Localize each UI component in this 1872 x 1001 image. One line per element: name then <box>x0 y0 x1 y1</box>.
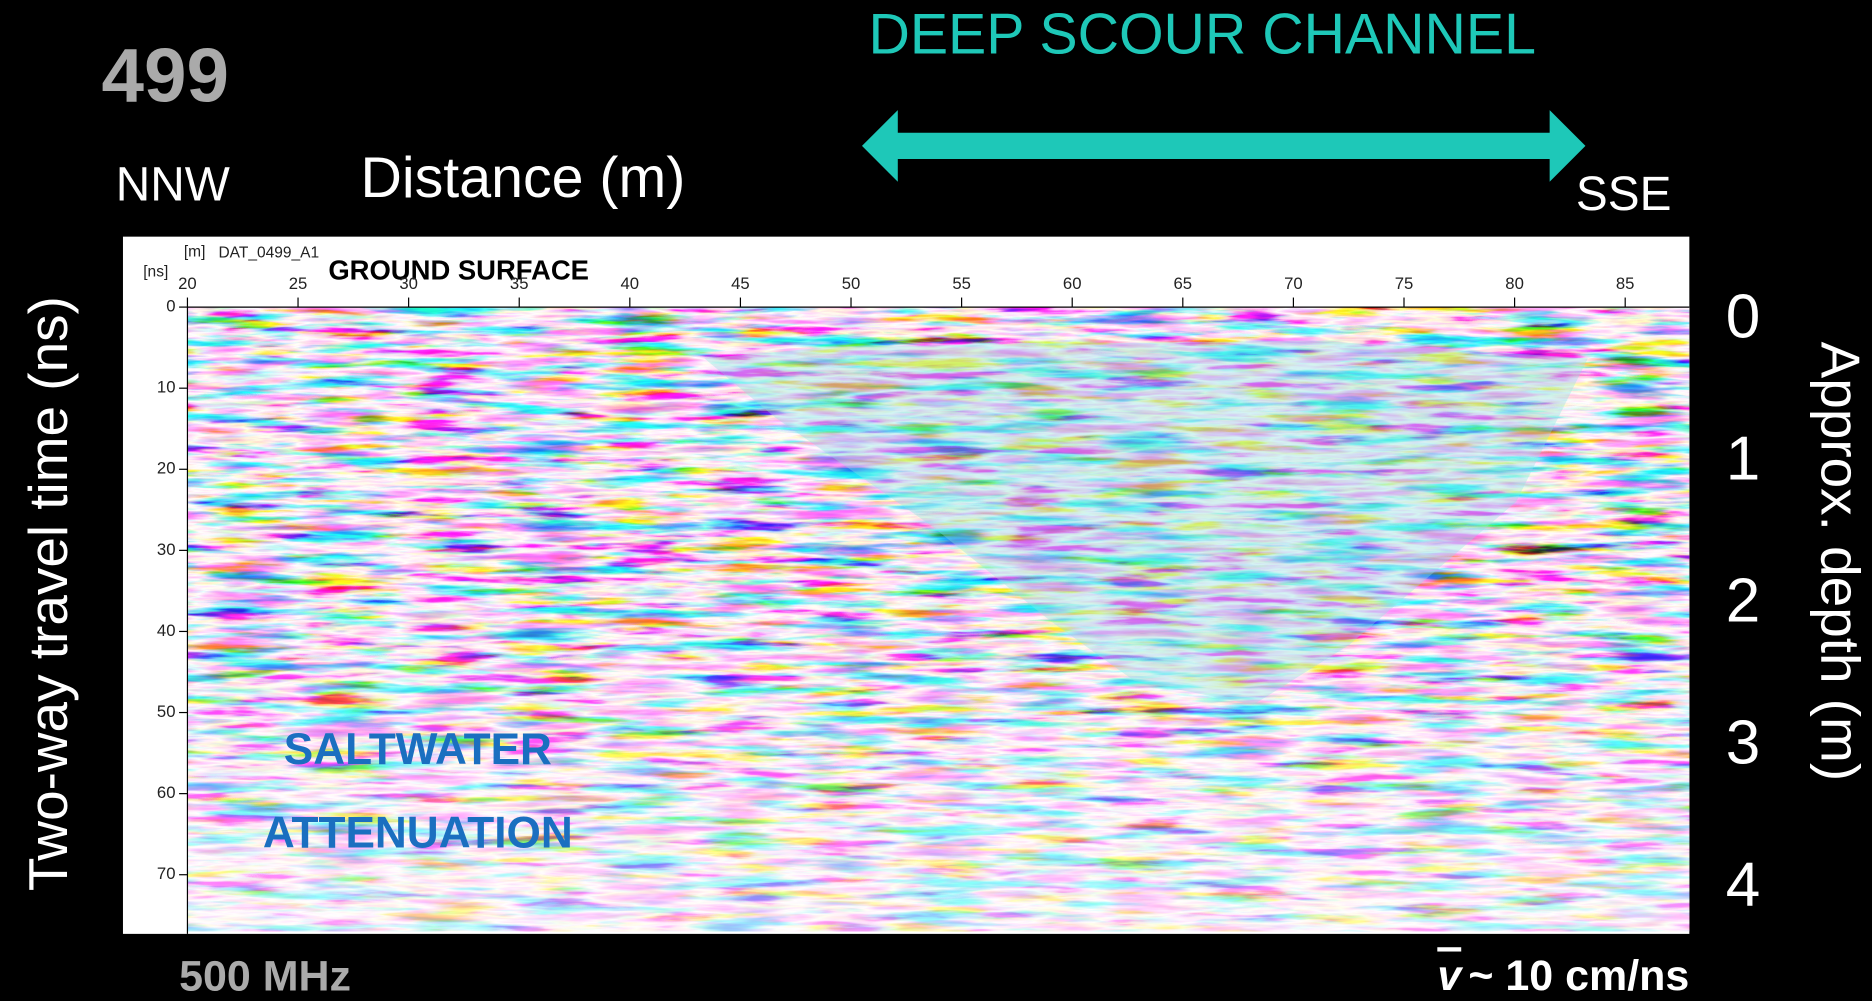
x-tick-label: 70 <box>1284 274 1303 293</box>
x-unit: [m] <box>184 243 206 260</box>
x-tick-label: 75 <box>1395 274 1414 293</box>
profile-number: 499 <box>101 34 228 119</box>
x-tick-label: 85 <box>1616 274 1635 293</box>
x-tick-label: 60 <box>1063 274 1082 293</box>
y-tick-label: 50 <box>157 702 176 721</box>
y-tick-label: 40 <box>157 621 176 640</box>
frequency-label: 500 MHz <box>179 953 351 1001</box>
y-axis-title: Two-way travel time (ns) <box>17 296 79 891</box>
velocity-symbol: v <box>1437 953 1463 1001</box>
channel-arrow <box>862 110 1585 182</box>
ground-surface-label: GROUND SURFACE <box>328 255 589 286</box>
x-tick-label: 20 <box>178 274 197 293</box>
y-tick-label: 10 <box>157 378 176 397</box>
figure: 499 NNW Distance (m) DEEP SCOUR CHANNEL … <box>0 0 1872 1001</box>
saltwater-label: SALTWATER <box>284 725 552 774</box>
left-direction: NNW <box>116 158 230 211</box>
right-direction: SSE <box>1576 168 1672 221</box>
y-tick-label: 0 <box>166 297 175 316</box>
x-tick-label: 80 <box>1505 274 1524 293</box>
page: 499 NNW Distance (m) DEEP SCOUR CHANNEL … <box>0 0 1872 1001</box>
y2-tick-label: 2 <box>1726 567 1761 636</box>
chart-title: DEEP SCOUR CHANNEL <box>868 3 1536 67</box>
x-tick-label: 45 <box>731 274 750 293</box>
y-unit: [ns] <box>143 264 168 281</box>
velocity-note: v~ 10 cm/ns <box>1437 953 1689 1001</box>
x-tick-label: 40 <box>621 274 640 293</box>
x-tick-label: 55 <box>952 274 971 293</box>
y2-axis-title: Approx. depth (m) <box>1810 342 1872 781</box>
y-tick-label: 70 <box>157 864 176 883</box>
y2-tick-label: 0 <box>1726 283 1761 352</box>
y2-tick-label: 3 <box>1726 708 1761 777</box>
y-tick-label: 30 <box>157 540 176 559</box>
velocity-value: ~ 10 cm/ns <box>1468 953 1689 1001</box>
file-name: DAT_0499_A1 <box>218 244 319 261</box>
x-tick-label: 30 <box>399 274 418 293</box>
x-tick-label: 65 <box>1174 274 1193 293</box>
x-tick-label: 35 <box>510 274 529 293</box>
x-tick-label: 50 <box>842 274 861 293</box>
attenuation-label: ATTENUATION <box>263 809 573 858</box>
x-axis-title: Distance (m) <box>361 146 686 210</box>
y-tick-label: 20 <box>157 459 176 478</box>
y2-tick-label: 1 <box>1726 425 1761 494</box>
y2-tick-label: 4 <box>1726 850 1761 919</box>
y-tick-label: 60 <box>157 783 176 802</box>
x-tick-label: 25 <box>289 274 308 293</box>
